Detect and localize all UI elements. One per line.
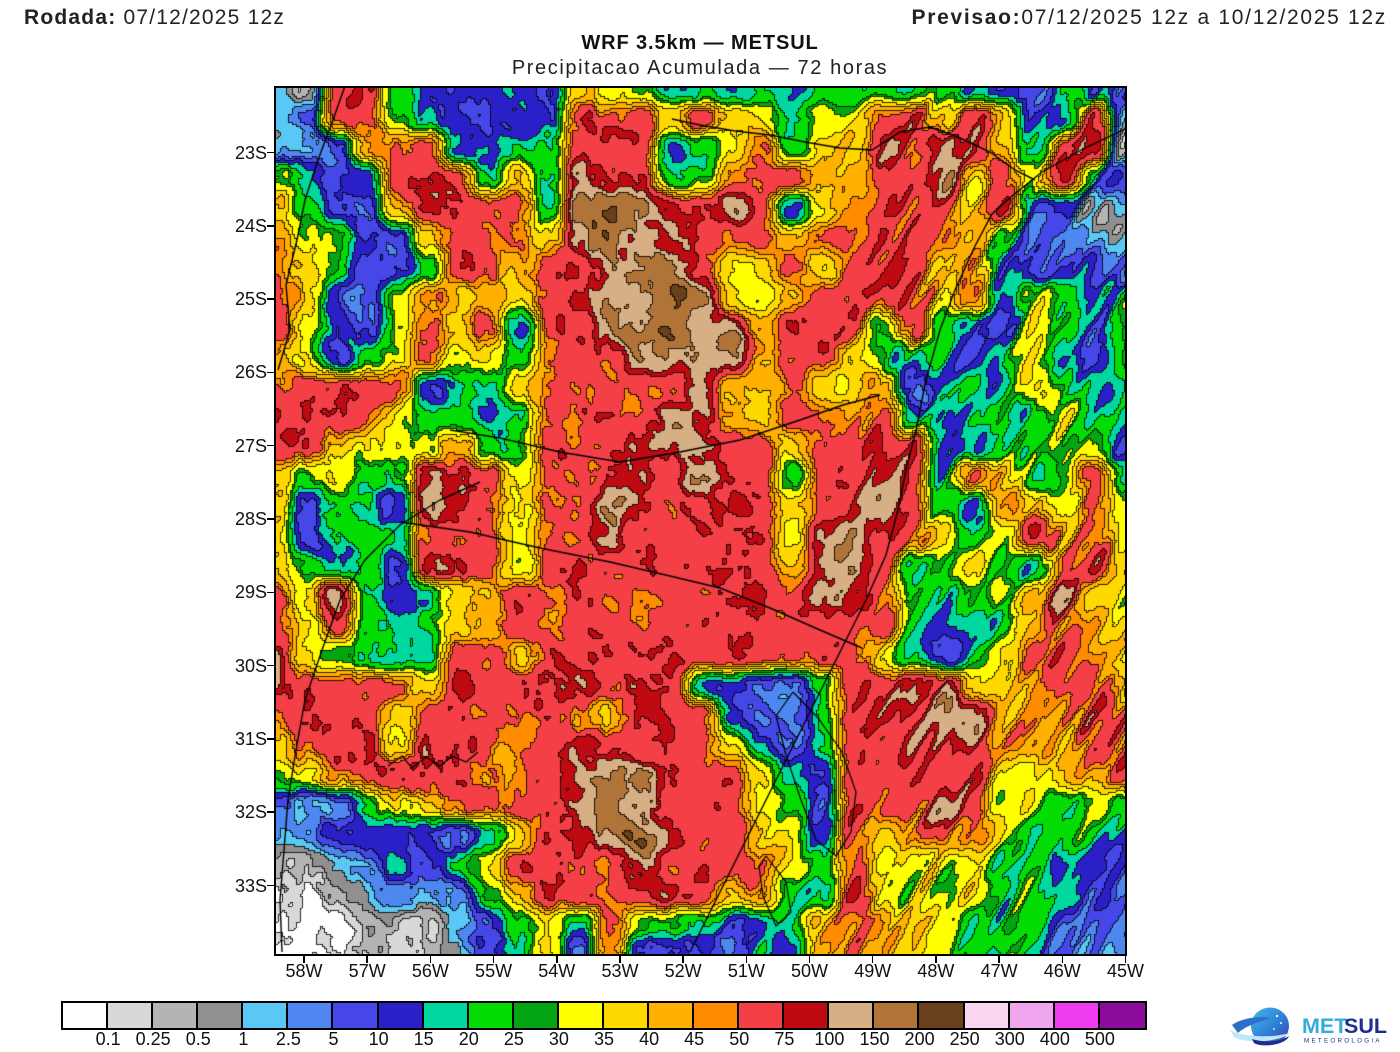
svg-text:SUL: SUL xyxy=(1344,1014,1387,1038)
svg-text:MET: MET xyxy=(1302,1014,1347,1038)
svg-text:METEOROLOGIA: METEOROLOGIA xyxy=(1304,1038,1382,1045)
